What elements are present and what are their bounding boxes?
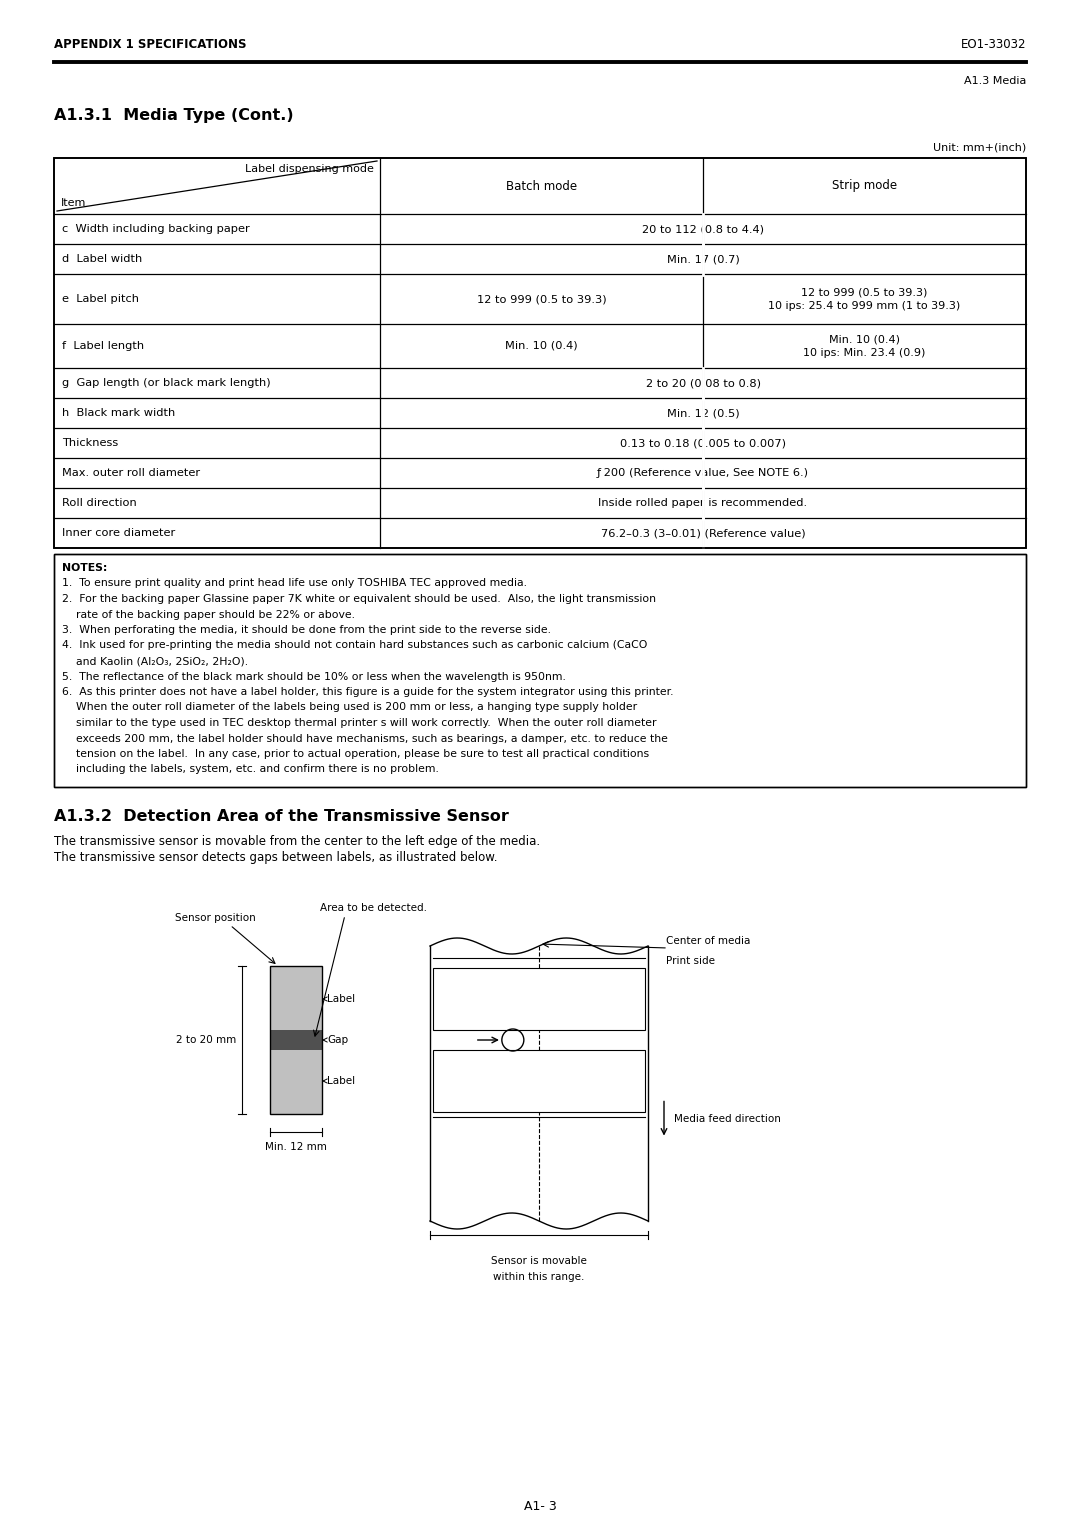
Text: and Kaolin (Al₂O₃, 2SiO₂, 2H₂O).: and Kaolin (Al₂O₃, 2SiO₂, 2H₂O). bbox=[62, 656, 248, 666]
Text: Min. 12 mm: Min. 12 mm bbox=[265, 1142, 327, 1151]
Text: NOTES:: NOTES: bbox=[62, 563, 107, 573]
Text: exceeds 200 mm, the label holder should have mechanisms, such as bearings, a dam: exceeds 200 mm, the label holder should … bbox=[62, 734, 667, 744]
Bar bbox=[430, 946, 648, 1222]
Text: Label: Label bbox=[323, 994, 355, 1003]
Text: Gap: Gap bbox=[323, 1035, 348, 1045]
Bar bbox=[54, 159, 1026, 547]
Text: g  Gap length (or black mark length): g Gap length (or black mark length) bbox=[62, 378, 271, 387]
Text: d  Label width: d Label width bbox=[62, 255, 143, 264]
Text: Unit: mm+(inch): Unit: mm+(inch) bbox=[933, 143, 1026, 152]
Text: A1.3 Media: A1.3 Media bbox=[963, 76, 1026, 85]
Bar bbox=[270, 965, 322, 1113]
Text: 1.  To ensure print quality and print head life use only TOSHIBA TEC approved me: 1. To ensure print quality and print hea… bbox=[62, 578, 527, 589]
Text: 6.  As this printer does not have a label holder, this figure is a guide for the: 6. As this printer does not have a label… bbox=[62, 686, 674, 697]
Text: c  Width including backing paper: c Width including backing paper bbox=[62, 224, 249, 233]
Text: including the labels, system, etc. and confirm there is no problem.: including the labels, system, etc. and c… bbox=[62, 764, 438, 775]
Text: Min. 17 (0.7): Min. 17 (0.7) bbox=[666, 255, 740, 264]
Text: ƒ 200 (Reference value, See NOTE 6.): ƒ 200 (Reference value, See NOTE 6.) bbox=[597, 468, 809, 477]
Text: 0.13 to 0.18 (0.005 to 0.007): 0.13 to 0.18 (0.005 to 0.007) bbox=[620, 438, 786, 448]
Text: Center of media: Center of media bbox=[666, 936, 751, 946]
Text: The transmissive sensor detects gaps between labels, as illustrated below.: The transmissive sensor detects gaps bet… bbox=[54, 851, 498, 865]
Text: Strip mode: Strip mode bbox=[832, 180, 897, 192]
Text: Sensor is movable: Sensor is movable bbox=[491, 1257, 586, 1266]
Text: 12 to 999 (0.5 to 39.3): 12 to 999 (0.5 to 39.3) bbox=[476, 294, 606, 303]
Text: Thickness: Thickness bbox=[62, 438, 118, 448]
Text: h  Black mark width: h Black mark width bbox=[62, 409, 175, 418]
Bar bbox=[270, 1029, 322, 1051]
Text: rate of the backing paper should be 22% or above.: rate of the backing paper should be 22% … bbox=[62, 610, 355, 619]
Text: 20 to 112 (0.8 to 4.4): 20 to 112 (0.8 to 4.4) bbox=[642, 224, 764, 233]
Text: EO1-33032: EO1-33032 bbox=[960, 38, 1026, 50]
Text: 2 to 20 (0.08 to 0.8): 2 to 20 (0.08 to 0.8) bbox=[646, 378, 760, 387]
Text: Inner core diameter: Inner core diameter bbox=[62, 528, 175, 538]
Text: Item: Item bbox=[60, 198, 86, 207]
Text: Sensor position: Sensor position bbox=[175, 913, 256, 923]
Text: A1.3.1  Media Type (Cont.): A1.3.1 Media Type (Cont.) bbox=[54, 108, 294, 124]
Text: 2.  For the backing paper Glassine paper 7K white or equivalent should be used. : 2. For the backing paper Glassine paper … bbox=[62, 595, 656, 604]
Text: within this range.: within this range. bbox=[494, 1272, 584, 1283]
Bar bbox=[433, 968, 645, 1029]
Text: APPENDIX 1 SPECIFICATIONS: APPENDIX 1 SPECIFICATIONS bbox=[54, 38, 246, 50]
Bar bbox=[433, 1051, 645, 1112]
Text: Area to be detected.: Area to be detected. bbox=[320, 903, 427, 913]
Text: The transmissive sensor is movable from the center to the left edge of the media: The transmissive sensor is movable from … bbox=[54, 836, 540, 848]
Text: Inside rolled paper is recommended.: Inside rolled paper is recommended. bbox=[598, 499, 808, 508]
Text: tension on the label.  In any case, prior to actual operation, please be sure to: tension on the label. In any case, prior… bbox=[62, 749, 649, 759]
Text: 2 to 20 mm: 2 to 20 mm bbox=[176, 1035, 237, 1045]
Text: 12 to 999 (0.5 to 39.3)
10 ips: 25.4 to 999 mm (1 to 39.3): 12 to 999 (0.5 to 39.3) 10 ips: 25.4 to … bbox=[768, 287, 960, 311]
Text: e  Label pitch: e Label pitch bbox=[62, 294, 139, 303]
Text: f  Label length: f Label length bbox=[62, 342, 144, 351]
Bar bbox=[54, 554, 1026, 787]
Text: Print side: Print side bbox=[666, 956, 715, 965]
Text: Min. 12 (0.5): Min. 12 (0.5) bbox=[666, 409, 740, 418]
Bar bbox=[54, 554, 1026, 787]
Bar bbox=[54, 159, 1026, 547]
Text: When the outer roll diameter of the labels being used is 200 mm or less, a hangi: When the outer roll diameter of the labe… bbox=[62, 703, 637, 712]
Text: Roll direction: Roll direction bbox=[62, 499, 137, 508]
Text: Media feed direction: Media feed direction bbox=[674, 1113, 781, 1124]
Text: Max. outer roll diameter: Max. outer roll diameter bbox=[62, 468, 200, 477]
Text: 5.  The reflectance of the black mark should be 10% or less when the wavelength : 5. The reflectance of the black mark sho… bbox=[62, 671, 566, 682]
Text: Batch mode: Batch mode bbox=[505, 180, 577, 192]
Text: Label: Label bbox=[323, 1077, 355, 1086]
Text: 76.2–0.3 (3–0.01) (Reference value): 76.2–0.3 (3–0.01) (Reference value) bbox=[600, 528, 806, 538]
Text: Label dispensing mode: Label dispensing mode bbox=[245, 165, 374, 174]
Text: Min. 10 (0.4): Min. 10 (0.4) bbox=[505, 342, 578, 351]
Bar bbox=[54, 159, 1026, 547]
Bar bbox=[270, 965, 322, 1113]
Text: 4.  Ink used for pre-printing the media should not contain hard substances such : 4. Ink used for pre-printing the media s… bbox=[62, 640, 647, 651]
Text: 3.  When perforating the media, it should be done from the print side to the rev: 3. When perforating the media, it should… bbox=[62, 625, 551, 634]
Text: A1.3.2  Detection Area of the Transmissive Sensor: A1.3.2 Detection Area of the Transmissiv… bbox=[54, 808, 509, 824]
Text: similar to the type used in TEC desktop thermal printer s will work correctly.  : similar to the type used in TEC desktop … bbox=[62, 718, 657, 727]
Text: Min. 10 (0.4)
10 ips: Min. 23.4 (0.9): Min. 10 (0.4) 10 ips: Min. 23.4 (0.9) bbox=[804, 334, 926, 357]
Text: A1- 3: A1- 3 bbox=[524, 1501, 556, 1513]
